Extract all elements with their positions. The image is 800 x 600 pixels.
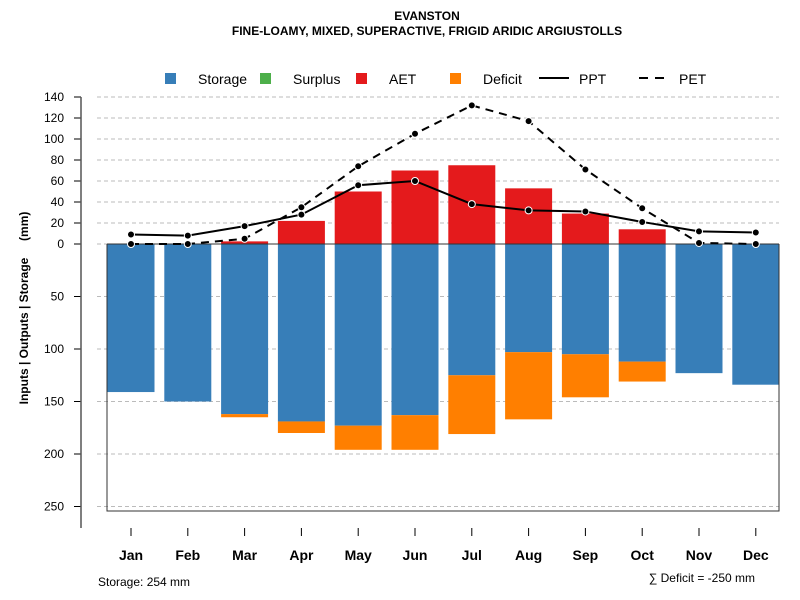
pet-point (581, 165, 590, 174)
legend-label-deficit: Deficit (483, 71, 522, 87)
pet-point (297, 203, 306, 212)
legend-label-aet: AET (389, 71, 417, 87)
bar-storage-jun (391, 244, 439, 416)
ppt-line (130, 179, 756, 237)
ppt-point (581, 207, 590, 216)
bar-deficit-sep (561, 354, 609, 398)
y-tick-label: 140 (44, 90, 64, 104)
bar-storage-feb (164, 244, 212, 402)
legend-label-pet: PET (679, 71, 707, 87)
bar-storage-jan (107, 244, 155, 393)
pet-point (183, 240, 192, 248)
chart-subtitle: FINE-LOAMY, MIXED, SUPERACTIVE, FRIGID A… (232, 24, 622, 38)
bar-deficit-oct (618, 361, 666, 382)
bar-deficit-aug (505, 352, 553, 420)
bar-deficit-apr (277, 421, 325, 433)
x-tick-label: Sep (573, 547, 599, 563)
bar-storage-dec (732, 244, 780, 385)
ppt-point (751, 228, 760, 237)
bar-deficit-jun (391, 415, 439, 450)
bar-aet-apr (277, 220, 325, 244)
storage-annotation: Storage: 254 mm (98, 575, 190, 589)
legend-swatch-surplus (260, 73, 271, 84)
x-tick-label: Oct (631, 547, 655, 563)
y-axis-label: Inputs | Outputs | Storage (mm) (17, 212, 31, 405)
bar-storage-apr (277, 244, 325, 422)
legend-label-storage: Storage (198, 71, 247, 87)
legend-swatch-aet (356, 73, 367, 84)
bar-storage-aug (505, 244, 553, 353)
ppt-point (354, 181, 363, 190)
y-tick-label: 80 (51, 153, 65, 167)
plot-frame (106, 244, 780, 512)
bar-deficit-may (334, 425, 382, 450)
y-tick-label: 150 (44, 395, 64, 409)
ppt-point (467, 200, 476, 209)
pet-line (131, 104, 756, 245)
pet-point (411, 129, 419, 138)
y-tick-label: 120 (44, 111, 64, 125)
legend-swatch-storage (165, 73, 176, 84)
y-tick-label: 100 (44, 342, 64, 356)
bar-storage-mar (221, 244, 269, 415)
ppt-point (127, 230, 135, 239)
x-tick-label: Nov (686, 547, 713, 563)
deficit-annotation: ∑ Deficit = -250 mm (649, 571, 755, 585)
ppt-point (524, 206, 533, 215)
bar-storage-may (334, 244, 382, 426)
pet-point (751, 240, 760, 248)
pet-point (127, 240, 135, 248)
bar-aet-may (334, 191, 382, 244)
x-tick-label: Aug (515, 547, 542, 563)
x-tick-label: Jun (403, 547, 428, 563)
x-tick-label: Jan (119, 547, 143, 563)
pet-point (695, 238, 703, 247)
bar-deficit-jul (448, 375, 496, 435)
chart-title: EVANSTON (394, 9, 460, 23)
bar-aet-aug (505, 188, 553, 244)
pet-point (524, 117, 533, 126)
ppt-point (183, 231, 192, 240)
x-tick-label: Dec (743, 547, 769, 563)
ppt-point (240, 222, 249, 231)
ppt-point (638, 217, 647, 226)
legend-swatch-deficit (450, 73, 461, 84)
y-tick-label: 50 (51, 290, 65, 304)
x-tick-label: Mar (232, 547, 257, 563)
x-tick-label: Apr (289, 547, 314, 563)
bar-aet-oct (618, 229, 666, 244)
y-tick-label: 250 (44, 500, 64, 514)
y-tick-label: 60 (51, 174, 65, 188)
y-tick-label: 40 (51, 195, 65, 209)
bar-aet-sep (561, 213, 609, 244)
y-tick-label: 20 (51, 216, 65, 230)
ppt-point (695, 227, 703, 236)
legend-label-surplus: Surplus (293, 71, 340, 87)
legend-label-ppt: PPT (579, 71, 607, 87)
y-tick-label: 200 (44, 447, 64, 461)
pet-point (354, 162, 363, 171)
ppt-point (297, 210, 306, 219)
pet-point (467, 101, 476, 110)
bar-storage-nov (675, 244, 723, 374)
bar-storage-jul (448, 244, 496, 376)
y-tick-label: 0 (57, 237, 64, 251)
pet-point (638, 204, 647, 213)
bar-storage-oct (618, 244, 666, 362)
ppt-point (411, 177, 419, 185)
x-tick-label: May (345, 547, 372, 563)
x-tick-label: Jul (462, 547, 482, 563)
y-tick-label: 100 (44, 132, 64, 146)
bar-deficit-mar (221, 414, 269, 418)
x-tick-label: Feb (175, 547, 200, 563)
pet-point (240, 234, 249, 243)
bar-storage-sep (561, 244, 609, 355)
